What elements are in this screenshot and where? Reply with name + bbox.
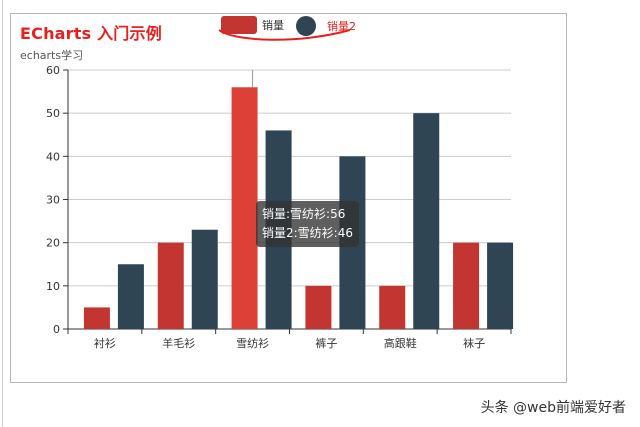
bar-sales-2[interactable] (231, 87, 258, 330)
x-tick-label: 雪纺衫 (236, 336, 269, 350)
bar-sales2-1[interactable] (191, 229, 218, 329)
y-tick-label: 60 (46, 64, 60, 77)
bar-sales2-5[interactable] (487, 242, 514, 329)
chart-tooltip: 销量:雪纺衫:56 销量2:雪纺衫:46 (256, 201, 359, 247)
bar-sales2-0[interactable] (117, 264, 144, 329)
x-tick-label: 高跟鞋 (384, 336, 417, 350)
x-tick-label: 袜子 (463, 336, 485, 350)
tooltip-line-sales2: 销量2:雪纺衫:46 (262, 226, 353, 240)
y-tick-label: 40 (46, 150, 60, 163)
legend-label-sales: 销量 (262, 19, 284, 32)
x-tick-label: 羊毛衫 (162, 336, 195, 350)
y-tick-label: 50 (46, 107, 60, 120)
chart-title: ECharts 入门示例 (20, 24, 162, 43)
bar-sales2-4[interactable] (413, 113, 440, 330)
circle-icon (296, 16, 316, 36)
bar-sales-0[interactable] (83, 307, 110, 329)
legend-item-sales[interactable]: 销量 (221, 16, 284, 34)
chart-subtitle: echarts学习 (20, 49, 84, 62)
bar-sales-4[interactable] (379, 285, 406, 329)
bar-sales-3[interactable] (305, 285, 332, 329)
bar-sales-1[interactable] (157, 242, 184, 329)
x-tick-label: 衬衫 (94, 337, 116, 350)
y-tick-label: 30 (46, 194, 60, 207)
y-tick-label: 20 (46, 237, 60, 250)
annotation-underline (218, 29, 351, 41)
page-left-border (2, 0, 3, 427)
y-tick-label: 0 (53, 323, 60, 336)
tooltip-line-sales: 销量:雪纺衫:56 (262, 207, 346, 221)
x-tick-label: 裤子 (315, 336, 337, 350)
bar-sales-5[interactable] (453, 242, 480, 329)
y-tick-label: 10 (46, 280, 60, 293)
roundrect-icon (221, 16, 257, 34)
watermark: 头条 @web前端爱好者 (480, 400, 626, 416)
